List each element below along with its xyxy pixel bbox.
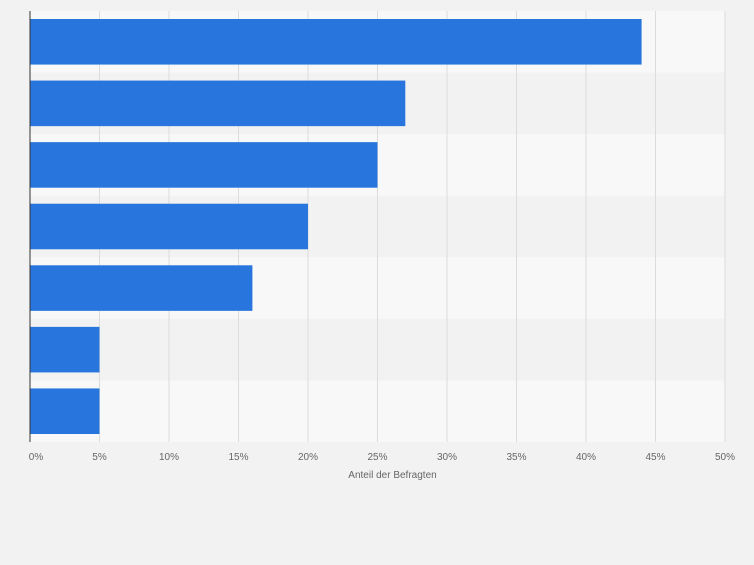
x-tick-labels: 0% 5% 10% 15% 20% 25% 30% 35% 40% 45% 50% (29, 452, 735, 463)
x-tick-label: 30% (437, 452, 457, 463)
x-tick-label: 35% (506, 452, 526, 463)
x-tick-label: 50% (715, 452, 735, 463)
x-tick-label: 5% (92, 452, 107, 463)
x-tick-label: 0% (29, 452, 44, 463)
bar (30, 80, 406, 127)
x-axis-title: Anteil der Befragten (348, 470, 436, 481)
x-tick-label: 20% (298, 452, 318, 463)
bar (30, 19, 642, 65)
x-tick-label: 15% (228, 452, 248, 463)
x-tick-label: 10% (159, 452, 179, 463)
bar (30, 388, 100, 434)
bar (30, 142, 378, 188)
x-tick-label: 25% (367, 452, 387, 463)
x-tick-label: 40% (576, 452, 596, 463)
x-tick-label: 45% (645, 452, 665, 463)
bar (30, 203, 308, 250)
bar (30, 326, 100, 373)
bar (30, 265, 253, 311)
bars (30, 19, 642, 434)
